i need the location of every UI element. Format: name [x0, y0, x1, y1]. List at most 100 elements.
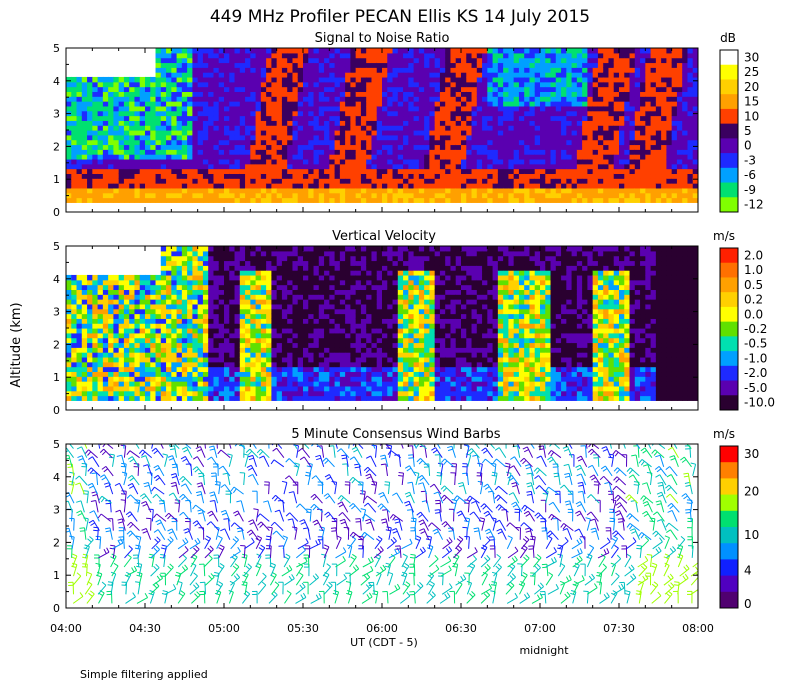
- heatmap-cell: [650, 173, 657, 179]
- heatmap-cell: [492, 197, 499, 203]
- heatmap-cell: [524, 173, 531, 179]
- heatmap-cell: [629, 67, 636, 73]
- heatmap-cell: [303, 144, 309, 150]
- heatmap-cell: [260, 72, 267, 78]
- heatmap-cell: [245, 352, 251, 358]
- heatmap-cell: [334, 67, 341, 73]
- heatmap-cell: [619, 101, 625, 107]
- heatmap-cell: [371, 158, 378, 165]
- heatmap-cell: [71, 342, 78, 348]
- heatmap-cell: [66, 299, 72, 305]
- heatmap-cell: [487, 91, 494, 97]
- heatmap-cell: [403, 125, 409, 131]
- heatmap-cell: [213, 139, 220, 146]
- heatmap-cell: [81, 376, 88, 382]
- heatmap-cell: [224, 274, 230, 281]
- heatmap-cell: [545, 57, 552, 64]
- heatmap-cell: [382, 101, 388, 107]
- heatmap-cell: [513, 52, 520, 59]
- heatmap-cell: [540, 67, 546, 73]
- heatmap-cell: [313, 183, 320, 189]
- heatmap-cell: [676, 183, 683, 189]
- heatmap-cell: [582, 76, 588, 83]
- heatmap-cell: [97, 96, 104, 102]
- heatmap-cell: [271, 395, 278, 401]
- heatmap-cell: [640, 101, 646, 107]
- heatmap-cell: [682, 158, 689, 165]
- heatmap-cell: [345, 197, 351, 203]
- heatmap-cell: [81, 120, 88, 126]
- heatmap-cell: [255, 67, 262, 73]
- heatmap-cell: [281, 158, 288, 165]
- heatmap-cell: [145, 96, 151, 102]
- heatmap-cell: [192, 352, 199, 358]
- heatmap-cell: [134, 366, 141, 373]
- heatmap-cell: [360, 86, 367, 93]
- heatmap-cell: [518, 139, 525, 146]
- heatmap-cell: [266, 105, 272, 112]
- heatmap-cell: [118, 134, 125, 141]
- heatmap-cell: [202, 192, 209, 199]
- heatmap-cell: [134, 352, 141, 358]
- heatmap-cell: [281, 149, 288, 155]
- heatmap-cell: [187, 255, 193, 262]
- heatmap-cell: [129, 178, 136, 184]
- heatmap-cell: [339, 57, 346, 64]
- heatmap-cell: [445, 158, 452, 165]
- heatmap-cell: [87, 356, 93, 363]
- heatmap-cell: [145, 342, 151, 348]
- heatmap-cell: [482, 149, 488, 155]
- heatmap-cell: [582, 48, 588, 54]
- heatmap-cell: [613, 187, 620, 194]
- heatmap-cell: [382, 183, 388, 189]
- heatmap-cell: [413, 168, 420, 175]
- heatmap-cell: [92, 279, 99, 286]
- heatmap-cell: [234, 347, 241, 353]
- heatmap-cell: [234, 158, 241, 165]
- heatmap-cell: [424, 120, 430, 126]
- heatmap-cell: [250, 318, 257, 324]
- heatmap-cell: [181, 62, 188, 68]
- heatmap-cell: [429, 173, 436, 179]
- heatmap-cell: [524, 120, 531, 126]
- heatmap-cell: [682, 178, 689, 184]
- heatmap-cell: [466, 72, 473, 78]
- heatmap-cell: [482, 105, 488, 112]
- heatmap-cell: [255, 361, 262, 368]
- heatmap-cell: [408, 52, 415, 59]
- heatmap-cell: [434, 91, 441, 97]
- heatmap-cell: [113, 328, 120, 334]
- heatmap-cell: [513, 96, 520, 102]
- heatmap-cell: [208, 101, 215, 107]
- colorbar-label: 15: [744, 95, 759, 109]
- heatmap-cell: [97, 197, 104, 203]
- heatmap-cell: [308, 62, 315, 68]
- heatmap-cell: [550, 163, 557, 170]
- heatmap-cell: [108, 105, 114, 112]
- heatmap-cell: [382, 173, 388, 179]
- heatmap-cell: [387, 120, 394, 126]
- heatmap-cell: [571, 149, 578, 155]
- heatmap-cell: [434, 139, 441, 146]
- heatmap-cell: [224, 57, 230, 64]
- heatmap-cell: [224, 91, 230, 97]
- heatmap-cell: [81, 144, 88, 150]
- heatmap-cell: [387, 101, 394, 107]
- heatmap-cell: [160, 101, 167, 107]
- heatmap-cell: [339, 163, 346, 170]
- heatmap-cell: [650, 110, 657, 117]
- heatmap-cell: [303, 120, 309, 126]
- heatmap-cell: [329, 52, 336, 59]
- heatmap-cell: [208, 57, 215, 64]
- heatmap-cell: [181, 318, 188, 324]
- heatmap-cell: [355, 144, 362, 150]
- heatmap-cell: [239, 52, 246, 59]
- heatmap-cell: [260, 86, 267, 93]
- heatmap-cell: [382, 72, 388, 78]
- heatmap-cell: [508, 67, 515, 73]
- heatmap-cell: [287, 67, 294, 73]
- heatmap-cell: [582, 197, 588, 203]
- heatmap-cell: [429, 158, 436, 165]
- heatmap-cell: [545, 130, 552, 136]
- heatmap-cell: [276, 134, 283, 141]
